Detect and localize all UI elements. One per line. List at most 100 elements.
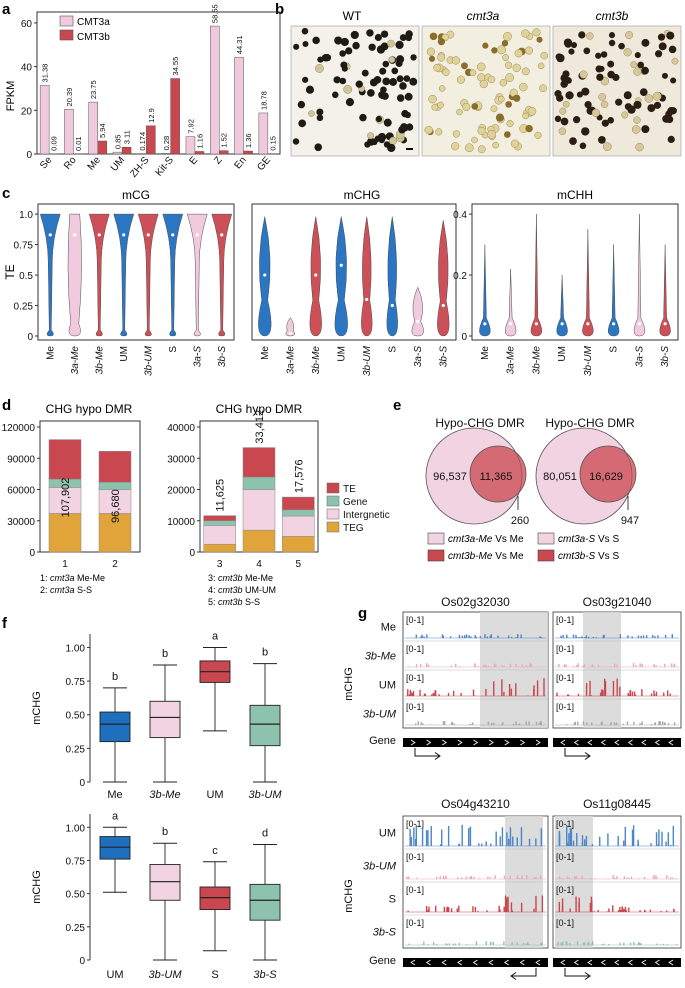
x-tick-label: UM xyxy=(336,346,347,362)
strand-chevron xyxy=(573,959,579,966)
micrograph-title-cmt3b: cmt3b xyxy=(596,9,629,23)
pollen-grain xyxy=(498,95,505,103)
bar-value-label: 58.55 xyxy=(211,4,220,23)
venn-legend-comparison: Vs S xyxy=(598,534,619,545)
pollen-grain xyxy=(562,100,570,108)
note-index: 5: xyxy=(208,597,218,607)
pollen-grain xyxy=(350,30,359,40)
tss-arrowhead xyxy=(510,972,517,980)
bar-cmt3b xyxy=(219,150,229,155)
violin-median xyxy=(122,233,126,237)
pollen-grain xyxy=(527,107,537,116)
pollen-grain xyxy=(380,86,387,94)
pollen-grain xyxy=(490,105,498,113)
strand-chevron xyxy=(442,739,448,746)
x-tick-label: GE xyxy=(255,155,273,173)
note-comparison: UM-UM xyxy=(245,585,276,595)
track-range-label: [0-1] xyxy=(406,673,424,683)
violin-median xyxy=(195,233,199,237)
violin-s xyxy=(162,213,184,337)
venn-legend-swatch-b xyxy=(427,549,445,562)
panel-c-violins: TE mCG mCHG mCHH 0 0.25 0.5 0.75 1.0 Me 3a-Me 3… xyxy=(3,188,679,376)
legend-swatch-gene xyxy=(326,495,340,507)
micrograph-title-wt: WT xyxy=(343,9,362,23)
pollen-grain xyxy=(433,63,441,72)
significance-letter: b xyxy=(112,671,118,683)
pollen-grain xyxy=(491,47,498,54)
pollen-grain xyxy=(503,32,512,41)
pollen-grain xyxy=(380,30,389,38)
legend-label-cmt3b: CMT3b xyxy=(77,32,110,43)
venn-count-overlap: 16,629 xyxy=(589,471,623,483)
bar-cmt3a xyxy=(161,153,171,155)
pollen-grain xyxy=(506,120,514,128)
y-tick-label: 30000 xyxy=(7,517,35,528)
pollen-grain xyxy=(305,85,315,94)
pollen-grain xyxy=(479,79,488,89)
boxplot-ylabel: mCHG xyxy=(31,870,43,904)
violin-frame xyxy=(471,203,679,341)
pollen-grain xyxy=(662,114,671,123)
pollen-grain xyxy=(641,125,650,134)
track-range-label: [0-1] xyxy=(556,852,574,862)
x-tick-label: E xyxy=(188,155,201,167)
legend-label-cmt3a: CMT3a xyxy=(77,17,110,28)
x-tick-label: 3b-Me xyxy=(531,346,542,375)
pollen-grain xyxy=(298,119,307,128)
y-tick-label: 1.00 xyxy=(66,643,86,654)
pollen-grain xyxy=(607,60,615,68)
stack-seg-teg xyxy=(98,513,132,553)
pollen-grain xyxy=(653,101,662,109)
track-range-label: [0-1] xyxy=(556,885,574,895)
pollen-grain xyxy=(666,31,675,40)
stack-seg-gene xyxy=(203,520,236,526)
pollen-grain xyxy=(359,113,367,122)
pollen-grain xyxy=(405,34,412,42)
gene-title: Os03g21040 xyxy=(583,595,652,609)
bar-value-label: 0.28 xyxy=(162,136,171,151)
y-tick-label: 0 xyxy=(79,778,85,789)
x-tick-label: 3a-Me xyxy=(285,346,296,375)
pollen-grain xyxy=(565,91,574,100)
pollen-grain xyxy=(333,76,341,84)
violin-3a-me xyxy=(285,317,295,337)
gene-title: Os02g32030 xyxy=(441,595,510,609)
violin-median xyxy=(73,233,77,237)
pollen-grain xyxy=(539,84,547,93)
panel-label-g: g xyxy=(358,605,367,622)
pollen-grain xyxy=(623,91,632,100)
pollen-grain xyxy=(345,47,353,55)
y-tick-label: 40000 xyxy=(167,423,195,434)
y-tick-label: 20 xyxy=(21,106,33,117)
track-label: UM xyxy=(379,680,396,692)
pollen-grain xyxy=(321,54,330,62)
y-tick-label: 1.00 xyxy=(66,823,86,834)
pollen-grain xyxy=(387,143,396,153)
track-range-label: [0-1] xyxy=(406,885,424,895)
pollen-grain xyxy=(579,142,587,150)
strand-chevron xyxy=(520,739,526,746)
track-label: S xyxy=(389,894,396,906)
bar-cmt3b xyxy=(121,146,132,155)
violin-me xyxy=(39,213,61,337)
pollen-grain xyxy=(462,103,471,112)
violin-3b-s xyxy=(659,244,671,337)
pollen-grain xyxy=(576,91,583,98)
bar-total-label: 33,412 xyxy=(254,410,266,444)
violin-median xyxy=(560,322,564,326)
pollen-grain xyxy=(647,104,656,113)
pollen-grain xyxy=(426,47,436,56)
bar-value-label: 0.09 xyxy=(50,136,59,151)
strand-chevron xyxy=(627,959,633,966)
pollen-grain xyxy=(658,42,667,51)
y-tick-label: 0.4 xyxy=(453,210,467,221)
pollen-grain xyxy=(591,108,601,117)
stack-seg-intergnetic xyxy=(203,525,236,545)
x-tick-label: 3a-Me xyxy=(70,346,81,375)
bar-value-label: 20.39 xyxy=(65,88,74,107)
violin-median xyxy=(663,322,667,326)
pollen-grain xyxy=(670,77,677,84)
dmr-note: 4: cmt3b UM-UM xyxy=(208,585,276,595)
panel-f-boxplots: mCHG 0 0.25 0.50 0.75 1.00 b Me b 3b-Me a UM b 3b-UM m… xyxy=(31,630,282,981)
x-tick-label: 3b-Me xyxy=(94,346,105,375)
